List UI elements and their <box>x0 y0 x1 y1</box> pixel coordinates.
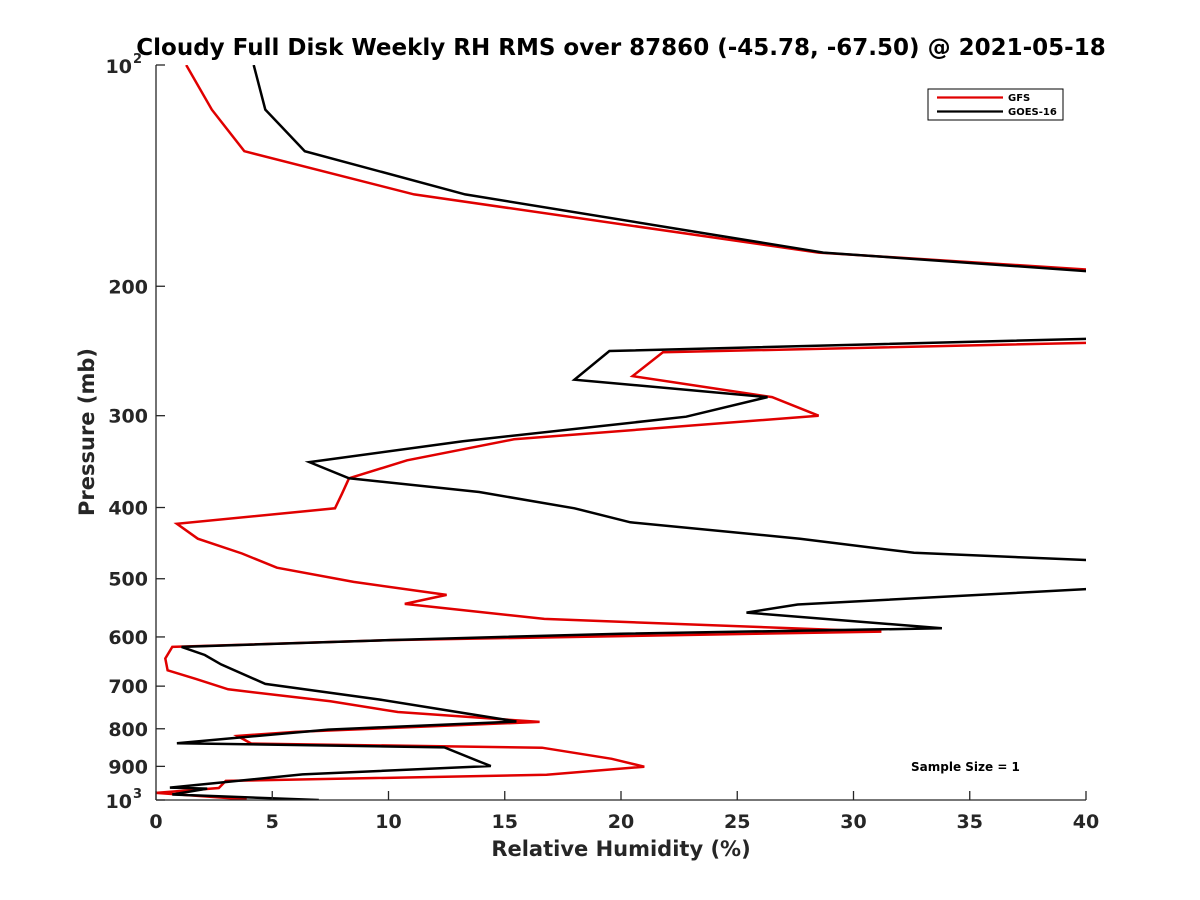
y-tick-label: 200 <box>108 276 148 298</box>
x-tick-label: 30 <box>840 811 866 833</box>
x-tick-label: 0 <box>149 811 162 833</box>
x-tick-label: 40 <box>1073 811 1099 833</box>
x-tick-label: 20 <box>608 811 634 833</box>
y-tick-label-exponent: 2 <box>133 52 142 67</box>
y-tick-label: 10 2 <box>106 52 143 78</box>
x-ticks: 0 5 10 15 20 25 30 35 40 <box>149 791 1099 833</box>
series-line-gfs <box>156 65 1086 800</box>
chart-title: Cloudy Full Disk Weekly RH RMS over 8786… <box>136 35 1105 61</box>
x-tick-label: 10 <box>375 811 401 833</box>
x-tick-label: 15 <box>492 811 518 833</box>
axes <box>155 65 1086 801</box>
x-tick-label: 25 <box>724 811 750 833</box>
x-tick-label: 35 <box>957 811 983 833</box>
y-tick-label: 10 3 <box>106 787 143 813</box>
legend-box <box>927 88 1064 121</box>
y-tick-label: 500 <box>108 569 148 591</box>
legend-label-goes16: GOES-16 <box>1008 107 1057 118</box>
legend: GFS GOES-16 <box>927 88 1064 121</box>
x-axis-label: Relative Humidity (%) <box>491 837 750 861</box>
y-tick-label: 800 <box>108 719 148 741</box>
x-tick-label: 5 <box>266 811 279 833</box>
legend-label-gfs: GFS <box>1008 93 1030 104</box>
y-tick-label: 400 <box>108 498 148 520</box>
y-tick-label-base: 10 <box>106 791 132 813</box>
y-axis-label: Pressure (mb) <box>75 348 99 516</box>
y-tick-label-exponent: 3 <box>133 787 142 802</box>
y-tick-label: 600 <box>108 627 148 649</box>
series-layer <box>156 65 1086 800</box>
series-line-goes16 <box>169 65 1086 800</box>
y-tick-label: 300 <box>108 406 148 428</box>
y-tick-label: 900 <box>108 756 148 778</box>
sample-size-annotation: Sample Size = 1 <box>911 760 1020 774</box>
y-tick-label-base: 10 <box>106 56 132 78</box>
y-tick-label: 700 <box>108 676 148 698</box>
